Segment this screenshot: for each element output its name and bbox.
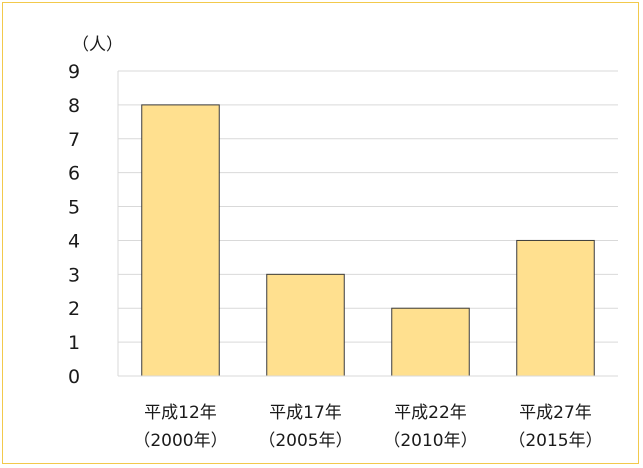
- y-tick-label: 7: [68, 129, 80, 151]
- y-tick-label: 4: [68, 230, 80, 252]
- bars: [141, 104, 595, 377]
- y-tick-label: 0: [68, 366, 80, 388]
- y-tick-label: 9: [68, 61, 80, 83]
- bar: [266, 273, 345, 377]
- x-axis-labels: 平成12年 （2000年） 平成17年 （2005年） 平成22年 （2010年） 平成27…: [133, 403, 602, 451]
- x-category-label: （2010年）: [383, 431, 477, 451]
- y-tick-label: 8: [68, 95, 80, 117]
- x-category-label: （2000年）: [133, 431, 227, 451]
- bar: [391, 307, 470, 377]
- x-category-label: 平成12年: [144, 403, 217, 423]
- bar: [516, 239, 595, 377]
- x-category-label: 平成22年: [394, 403, 467, 423]
- x-category-label: 平成27年: [519, 403, 592, 423]
- chart-frame: [2, 2, 639, 464]
- y-tick-label: 3: [68, 264, 80, 286]
- x-category-label: （2015年）: [508, 431, 602, 451]
- y-tick-label: 5: [68, 197, 80, 219]
- y-tick-label: 1: [68, 332, 80, 354]
- y-axis-ticks: 0 1 2 3 4 5 6 7 8 9: [68, 61, 80, 388]
- y-tick-label: 6: [68, 163, 80, 185]
- y-tick-label: 2: [68, 298, 80, 320]
- x-category-label: （2005年）: [258, 431, 352, 451]
- x-category-label: 平成17年: [269, 403, 342, 423]
- y-unit-label: （人）: [72, 35, 123, 55]
- bar: [141, 104, 220, 377]
